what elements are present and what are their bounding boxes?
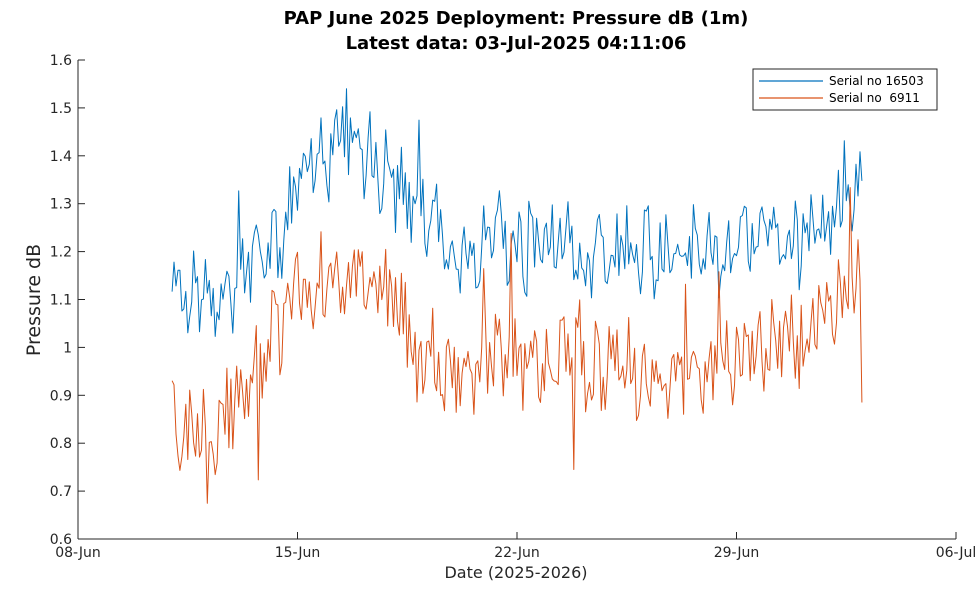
series-line-2 xyxy=(171,187,863,504)
x-tick-label: 15-Jun xyxy=(275,545,321,561)
y-tick-label: 0.8 xyxy=(50,436,72,452)
y-tick-label: 0.9 xyxy=(50,388,72,404)
x-tick-label: 22-Jun xyxy=(494,545,540,561)
chart-title: PAP June 2025 Deployment: Pressure dB (1… xyxy=(284,8,749,29)
legend-box xyxy=(752,68,938,111)
series-layer xyxy=(171,88,863,504)
legend: Serial no 16503 Serial no 6911 xyxy=(752,68,938,111)
y-tick-label: 1 xyxy=(63,340,72,356)
y-tick-label: 1.3 xyxy=(50,197,72,213)
legend-label-series-2: Serial no 6911 xyxy=(829,91,920,105)
y-tick-label: 0.6 xyxy=(50,532,72,548)
y-tick-label: 1.4 xyxy=(50,149,72,165)
series-line-1 xyxy=(171,88,863,337)
x-axis-label: Date (2025-2026) xyxy=(444,563,587,582)
y-axis-label: Pressure dB xyxy=(23,244,45,356)
ticks-layer: 08-Jun 15-Jun 22-Jun 29-Jun 06-Jul 0.6 0.7 0.8 0… xyxy=(50,53,975,561)
chart-subtitle: Latest data: 03-Jul-2025 04:11:06 xyxy=(346,33,687,54)
x-tick-label: 08-Jun xyxy=(55,545,101,561)
y-tick-label: 1.5 xyxy=(50,101,72,117)
x-tick-label: 06-Jul xyxy=(936,545,975,561)
x-tick-label: 29-Jun xyxy=(714,545,760,561)
y-tick-label: 1.1 xyxy=(50,293,72,309)
legend-label-series-1: Serial no 16503 xyxy=(829,74,924,88)
y-tick-label: 1.2 xyxy=(50,245,72,261)
y-tick-label: 1.6 xyxy=(50,53,72,69)
y-tick-label: 0.7 xyxy=(50,484,72,500)
